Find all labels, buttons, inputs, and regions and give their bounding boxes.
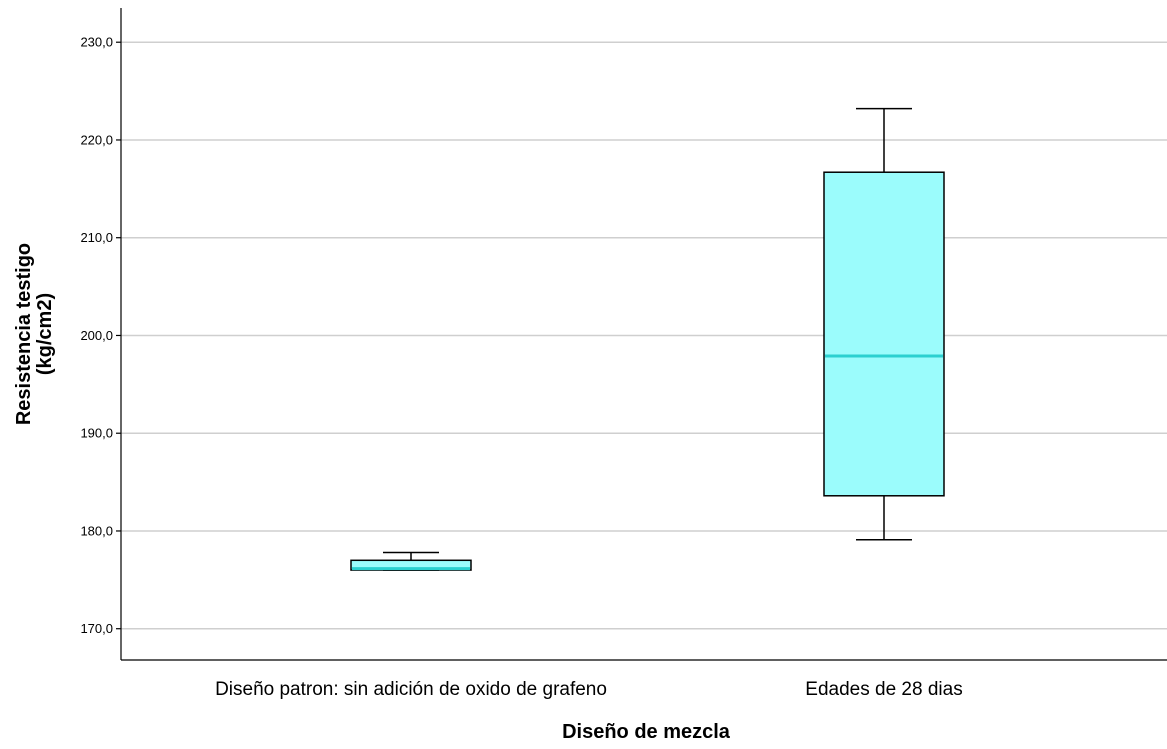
boxes — [350, 107, 945, 571]
y-tick-label: 180,0 — [80, 523, 113, 538]
y-tick-label: 200,0 — [80, 328, 113, 343]
y-tick-label: 170,0 — [80, 621, 113, 636]
x-category-label: Edades de 28 dias — [805, 679, 962, 700]
y-tick-label: 230,0 — [80, 35, 113, 50]
box-group-1 — [350, 551, 472, 571]
y-axis-title-line: Resistencia testigo — [13, 243, 35, 425]
box-group-2 — [823, 107, 945, 541]
y-tick-label: 190,0 — [80, 426, 113, 441]
y-tick-label: 220,0 — [80, 132, 113, 147]
category-labels: Diseño patron: sin adición de oxido de g… — [215, 679, 963, 700]
gridlines — [121, 41, 1167, 630]
x-category-label: Diseño patron: sin adición de oxido de g… — [215, 679, 607, 700]
y-tick-labels: 170,0 180,0 190,0 200,0 210,0 220,0 230,0 — [80, 35, 121, 636]
iqr-box — [823, 171, 945, 497]
axes — [120, 8, 1167, 661]
y-axis-title-line: (kg/cm2) — [34, 293, 56, 375]
y-tick-label: 210,0 — [80, 230, 113, 245]
y-axis-title: Resistencia testigo(kg/cm2) — [13, 243, 56, 425]
x-axis-title: Diseño de mezcla — [562, 721, 731, 743]
